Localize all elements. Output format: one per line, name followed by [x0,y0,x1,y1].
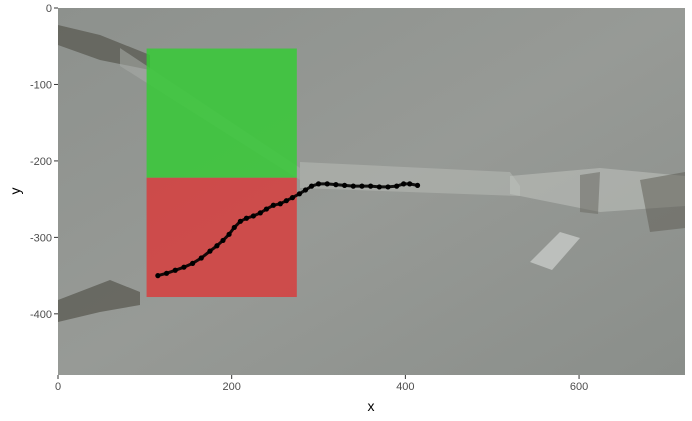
trajectory-point [359,183,365,189]
trajectory-point [277,201,283,207]
trajectory-point [376,184,382,190]
y-tick-label: 0 [46,3,52,15]
trajectory-point [394,183,400,189]
trajectory-point [231,224,237,231]
trajectory-point [385,184,391,190]
trajectory-point [263,206,270,212]
trajectory-point [163,270,170,276]
y-tick-label: -400 [30,309,52,321]
y-tick-label: -200 [30,156,52,168]
trajectory-point [257,210,263,216]
trajectory-point [250,213,256,219]
trajectory-point [155,273,161,279]
highlight-region-1 [146,48,297,178]
x-tick-label: 200 [223,381,241,393]
trajectory-point [270,202,276,208]
trajectory-point [181,264,187,270]
trajectory-point [407,181,413,187]
x-axis-title: x [368,398,375,414]
y-tick-label: -100 [30,79,52,91]
trajectory-point [226,231,232,237]
x-tick-label: 0 [55,381,61,393]
trajectory-point [207,248,213,254]
trajectory-point [302,187,309,193]
trajectory-point [368,183,374,189]
y-axis: 0 -100 -200 -300 -400 [30,3,58,321]
trajectory-point [350,183,356,189]
trajectory-point [414,182,421,188]
trajectory-point [308,183,315,189]
trajectory-point [214,243,220,249]
trajectory-point [324,181,330,187]
trajectory-point [341,182,348,188]
trajectory-point [296,191,303,197]
trajectory-point [220,237,226,244]
trajectory-point [283,198,289,204]
trajectory-series [155,181,421,279]
highlight-region-2 [146,177,297,298]
trajectory-point [333,182,339,188]
highlight-regions [146,48,297,298]
trajectory-point [289,195,296,201]
trajectory-point [237,218,243,224]
trajectory-point [172,267,178,273]
trajectory-point [190,260,196,266]
x-axis: 0 200 400 600 [55,375,588,393]
trajectory-point [243,215,250,221]
trajectory-point [315,181,322,187]
x-tick-label: 400 [396,381,414,393]
trajectory-point [401,181,407,187]
y-tick-label: -300 [30,232,52,244]
y-axis-title: y [7,188,23,195]
x-tick-label: 600 [570,381,588,393]
trajectory-point [198,255,204,261]
